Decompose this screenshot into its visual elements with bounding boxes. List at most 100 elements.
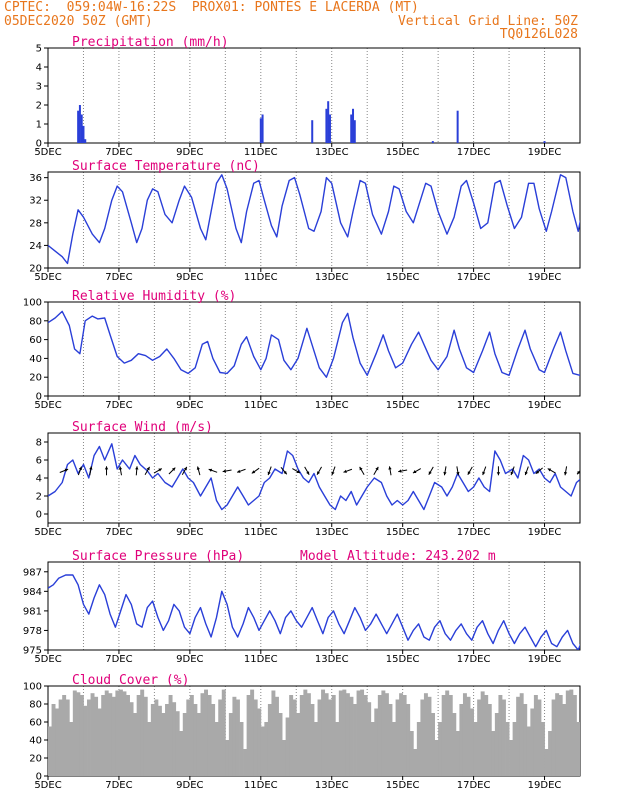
y-tick-label: 0 bbox=[36, 392, 42, 403]
cloud-bar bbox=[395, 699, 400, 776]
cloud-bar bbox=[360, 689, 365, 776]
cloud-bar bbox=[477, 699, 482, 776]
cloud-bar bbox=[193, 704, 198, 776]
series-line bbox=[48, 574, 580, 650]
cloud-bar bbox=[310, 704, 315, 776]
x-tick-label: 13DEC bbox=[315, 400, 349, 411]
cloud-bar bbox=[90, 693, 95, 776]
cloud-bar bbox=[118, 689, 123, 776]
series-line bbox=[48, 443, 580, 511]
precip-bar bbox=[261, 114, 264, 143]
cloud-bar bbox=[537, 699, 542, 776]
precip-bar bbox=[328, 114, 331, 143]
x-tick-label: 11DEC bbox=[244, 400, 278, 411]
cloud-bar bbox=[292, 699, 297, 776]
cloud-bar bbox=[423, 693, 428, 776]
cloud-bar bbox=[150, 704, 155, 776]
precip-bar bbox=[352, 108, 355, 143]
x-tick-label: 7DEC bbox=[105, 527, 132, 538]
y-tick-label: 100 bbox=[23, 682, 42, 693]
precip-bar bbox=[456, 110, 459, 143]
wind-arrow bbox=[359, 466, 365, 475]
cloud-bar bbox=[154, 699, 159, 776]
cloud-bar bbox=[420, 699, 425, 776]
y-tick-label: 0 bbox=[36, 139, 42, 150]
cloud-bar bbox=[353, 704, 357, 776]
cloud-bar bbox=[274, 696, 279, 776]
cloud-bar bbox=[211, 704, 216, 776]
y-tick-label: 984 bbox=[23, 587, 42, 598]
cloud-bar bbox=[278, 713, 283, 776]
y-tick-label: 975 bbox=[23, 646, 42, 657]
cloud-bar bbox=[235, 699, 240, 776]
wind-arrow bbox=[428, 466, 434, 475]
y-tick-label: 4 bbox=[36, 63, 42, 74]
cloud-bar bbox=[285, 717, 290, 776]
cloud-bar bbox=[221, 689, 226, 776]
cloud-bar bbox=[331, 695, 336, 776]
cloud-bar bbox=[264, 722, 269, 776]
cloud-bar bbox=[409, 731, 414, 776]
wind-arrow bbox=[547, 468, 556, 474]
wind-arrow bbox=[196, 466, 201, 476]
cloud-bar bbox=[540, 722, 545, 776]
cloud-bar bbox=[328, 699, 333, 776]
cloud-bar bbox=[448, 695, 453, 776]
cloud-bar bbox=[402, 695, 407, 776]
x-tick-label: 13DEC bbox=[315, 272, 349, 283]
panel-title: Surface Temperature (nC) bbox=[72, 159, 260, 174]
wind-arrow bbox=[496, 466, 501, 476]
wind-arrow bbox=[482, 466, 487, 476]
panel-title: Surface Wind (m/s) bbox=[72, 420, 213, 435]
cloud-bar bbox=[196, 713, 201, 776]
cloud-bar bbox=[87, 699, 91, 776]
cloud-bar bbox=[214, 722, 219, 776]
x-tick-label: 13DEC bbox=[315, 147, 349, 158]
cloud-bar bbox=[65, 699, 70, 776]
x-tick-label: 9DEC bbox=[176, 527, 203, 538]
y-tick-label: 987 bbox=[23, 567, 42, 578]
cloud-bar bbox=[526, 726, 531, 776]
wind-arrow bbox=[467, 466, 473, 475]
precip-bar bbox=[259, 118, 262, 143]
x-tick-label: 13DEC bbox=[315, 527, 349, 538]
plot-frame bbox=[47, 432, 581, 524]
series-line bbox=[48, 174, 580, 265]
x-tick-label: 15DEC bbox=[386, 147, 420, 158]
panel-3: 0 2 4 6 8 5DEC 7DEC 9DEC 11DEC 13DEC 15DEC 17DEC 19D… bbox=[34, 420, 581, 538]
y-tick-label: 80 bbox=[29, 316, 42, 327]
cloud-bar bbox=[69, 722, 74, 776]
cloud-bar bbox=[345, 693, 350, 776]
x-tick-label: 17DEC bbox=[457, 400, 491, 411]
y-tick-label: 0 bbox=[36, 510, 42, 521]
precip-bar bbox=[350, 114, 353, 143]
y-tick-label: 36 bbox=[29, 173, 42, 184]
wind-arrow bbox=[576, 470, 580, 475]
cloud-bar bbox=[172, 702, 177, 776]
panel-1: 20 24 28 32 36 5DEC 7DEC 9DEC 11DEC 13DEC 15DEC 17D… bbox=[29, 159, 581, 283]
cloud-bar bbox=[48, 726, 52, 776]
cloud-bar bbox=[544, 749, 549, 776]
cloud-bar bbox=[555, 693, 560, 776]
wind-arrow bbox=[563, 466, 568, 476]
cloud-bar bbox=[455, 731, 460, 776]
x-tick-label: 9DEC bbox=[176, 147, 203, 158]
cloud-bar bbox=[58, 699, 63, 776]
wind-arrow bbox=[118, 466, 123, 476]
cloud-bar bbox=[76, 692, 81, 776]
cloud-bar bbox=[480, 691, 485, 776]
panel-0: 0 1 2 3 4 5 5DEC 7DEC 9DEC 11DEC 13DEC 15DEC 17DEC 19… bbox=[34, 35, 581, 158]
cloud-bar bbox=[182, 713, 187, 776]
panel-title: Precipitation (mm/h) bbox=[72, 35, 229, 50]
cloud-bar bbox=[140, 689, 145, 776]
cloud-bar bbox=[551, 699, 556, 776]
cloud-bar bbox=[370, 722, 375, 776]
cloud-bar bbox=[459, 704, 464, 776]
cloud-bar bbox=[253, 699, 258, 776]
cloud-bar bbox=[519, 693, 524, 776]
x-tick-label: 19DEC bbox=[528, 272, 562, 283]
cloud-bar bbox=[374, 708, 379, 776]
wind-arrow bbox=[280, 467, 288, 475]
y-tick-label: 4 bbox=[36, 474, 42, 485]
y-tick-label: 60 bbox=[29, 335, 42, 346]
